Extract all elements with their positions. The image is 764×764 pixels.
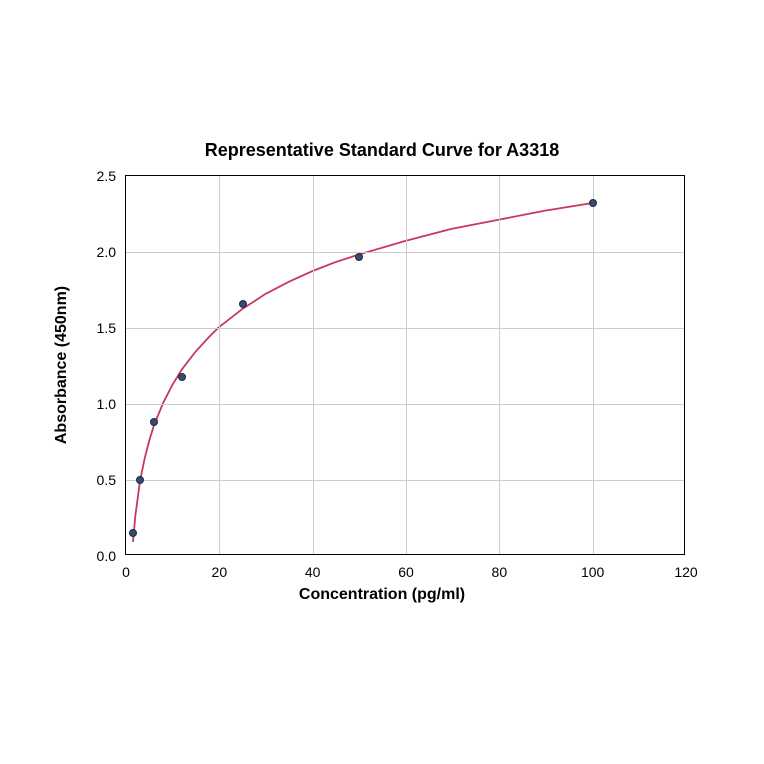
grid-line-horizontal (126, 404, 684, 405)
data-point (136, 476, 144, 484)
curve-svg (126, 176, 684, 554)
x-tick-label: 100 (573, 564, 613, 580)
y-tick-label: 2.5 (97, 168, 116, 184)
data-point (355, 253, 363, 261)
grid-line-horizontal (126, 480, 684, 481)
x-tick-label: 120 (666, 564, 706, 580)
grid-line-vertical (593, 176, 594, 554)
y-tick-label: 0.5 (97, 472, 116, 488)
x-axis-label: Concentration (pg/ml) (0, 586, 764, 604)
y-tick-label: 2.0 (97, 244, 116, 260)
x-tick-label: 0 (106, 564, 146, 580)
data-point (589, 199, 597, 207)
grid-line-vertical (219, 176, 220, 554)
grid-line-horizontal (126, 252, 684, 253)
y-tick-label: 1.5 (97, 320, 116, 336)
x-tick-label: 80 (479, 564, 519, 580)
data-point (178, 373, 186, 381)
data-point (129, 529, 137, 537)
plot-area: 0204060801001200.00.51.01.52.02.5 (125, 175, 685, 555)
data-point (239, 300, 247, 308)
x-tick-label: 20 (199, 564, 239, 580)
grid-line-vertical (406, 176, 407, 554)
x-tick-label: 40 (293, 564, 333, 580)
x-tick-label: 60 (386, 564, 426, 580)
grid-line-horizontal (126, 328, 684, 329)
y-axis-label: Absorbance (450nm) (53, 286, 71, 444)
data-point (150, 418, 158, 426)
grid-line-vertical (313, 176, 314, 554)
y-tick-label: 1.0 (97, 396, 116, 412)
y-tick-label: 0.0 (97, 548, 116, 564)
chart-container: Representative Standard Curve for A3318 … (0, 0, 764, 764)
grid-line-vertical (499, 176, 500, 554)
chart-title: Representative Standard Curve for A3318 (0, 140, 764, 161)
